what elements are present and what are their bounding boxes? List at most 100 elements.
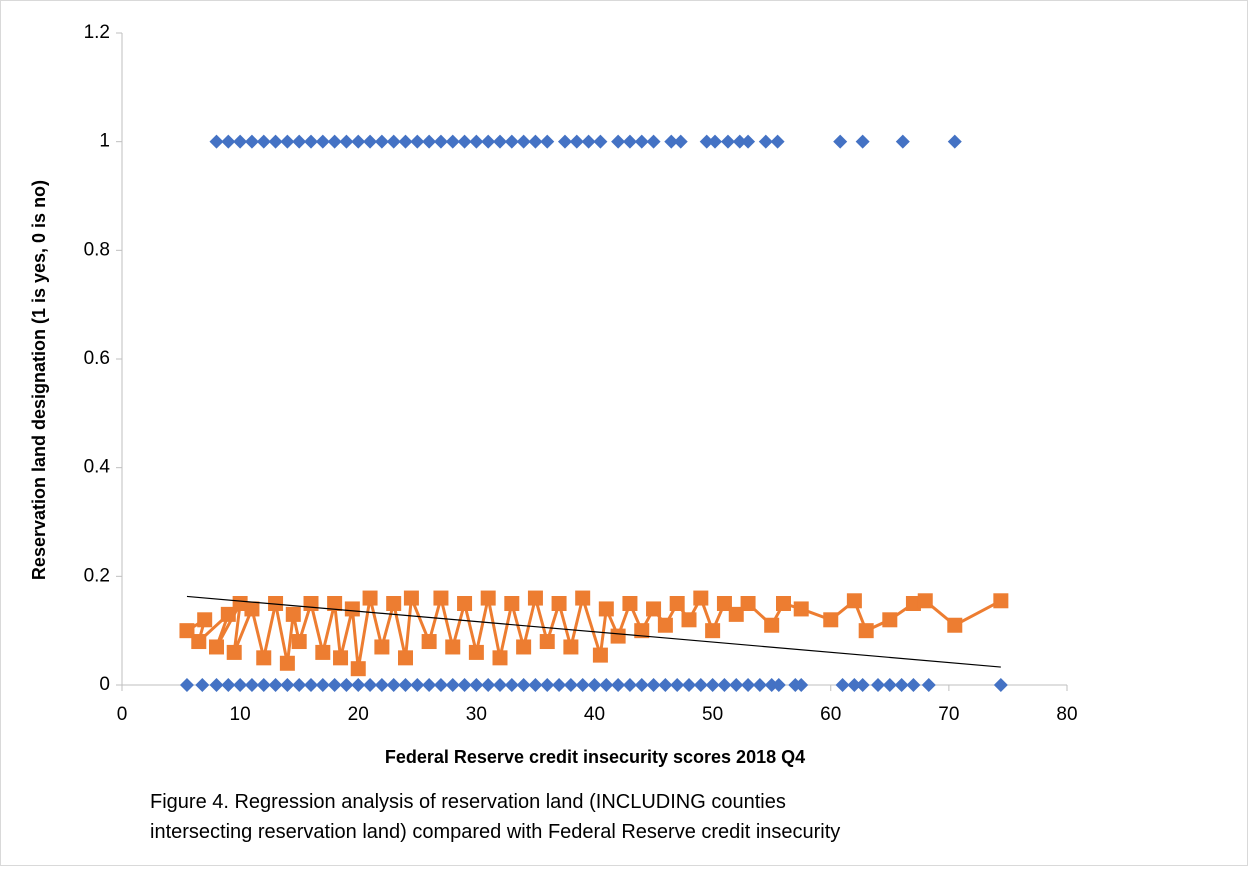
diamond-point <box>410 678 425 692</box>
diamond-point <box>268 134 283 149</box>
diamond-point <box>764 678 779 692</box>
diamond-point <box>993 678 1008 692</box>
square-point <box>858 623 874 639</box>
diamond-point <box>445 678 460 692</box>
diamond-point <box>720 134 735 149</box>
diamond-point <box>363 678 378 692</box>
diamond-point <box>209 678 224 692</box>
square-point <box>226 644 242 660</box>
square-point <box>374 639 390 655</box>
square-point <box>386 596 402 611</box>
diamond-point <box>327 678 342 692</box>
square-point <box>403 590 419 606</box>
diamond-point <box>646 134 661 149</box>
square-point <box>516 639 532 655</box>
square-point <box>268 596 284 611</box>
square-point <box>480 590 496 606</box>
diamond-point <box>758 134 773 149</box>
square-point <box>421 634 437 650</box>
x-tick-label: 20 <box>348 704 369 725</box>
diamond-point <box>581 134 596 149</box>
diamond-point <box>729 678 744 692</box>
square-point <box>716 596 732 611</box>
square-point <box>764 617 780 633</box>
caption-line: intersecting reservation land) compared … <box>150 821 840 843</box>
y-tick-label: 0.4 <box>84 457 111 478</box>
diamond-point <box>280 134 295 149</box>
diamond-point <box>469 134 484 149</box>
square-point <box>445 639 461 655</box>
square-point <box>191 634 207 650</box>
diamond-point <box>398 678 413 692</box>
diamond-point <box>540 134 555 149</box>
diamond-point <box>209 134 224 149</box>
diamond-point <box>906 678 921 692</box>
square-point <box>657 617 673 633</box>
square-point <box>398 650 413 666</box>
square-point <box>882 612 898 628</box>
diamond-point <box>752 678 767 692</box>
diamond-point <box>422 134 437 149</box>
y-tick-label: 0 <box>99 674 110 695</box>
diamond-point <box>304 678 318 692</box>
diamond-point <box>741 678 756 692</box>
x-tick-label: 70 <box>938 704 959 725</box>
diamond-point <box>705 678 720 692</box>
square-point <box>551 596 567 611</box>
diamond-point <box>256 678 271 692</box>
caption-line: Figure 4. Regression analysis of reserva… <box>150 791 786 813</box>
x-tick-label: 10 <box>230 704 251 725</box>
square-point <box>917 593 933 609</box>
square-point <box>279 655 295 671</box>
diamond-point <box>693 678 708 692</box>
diamond-point <box>622 134 637 149</box>
diamond-point <box>386 678 401 692</box>
diamond-point <box>611 134 626 149</box>
diamond-point <box>445 134 460 149</box>
diamond-point <box>292 678 307 692</box>
diamond-point <box>433 134 448 149</box>
square-point <box>740 596 756 611</box>
diamond-point <box>855 134 870 149</box>
square-point <box>993 593 1009 609</box>
square-point <box>350 661 366 677</box>
diamond-point <box>670 678 685 692</box>
square-point <box>622 596 638 611</box>
diamond-point <box>481 678 496 692</box>
diamond-point <box>770 134 785 149</box>
diamond-point <box>569 134 584 149</box>
diamond-point <box>221 678 236 692</box>
square-point <box>291 634 307 650</box>
diamond-point <box>895 134 910 149</box>
diamond-point <box>179 678 194 692</box>
diamond-point <box>707 134 722 149</box>
square-point <box>681 612 697 628</box>
diamond-point <box>221 134 236 149</box>
diamond-point <box>374 678 389 692</box>
square-point <box>539 634 555 650</box>
square-point <box>504 596 520 611</box>
square-point <box>823 612 839 628</box>
diamond-point <box>493 134 507 149</box>
diamond-point <box>410 134 425 149</box>
diamond-point <box>398 134 413 149</box>
square-point <box>492 650 508 666</box>
square-point <box>669 596 685 611</box>
diamond-point <box>374 134 389 149</box>
diamond-point <box>894 678 909 692</box>
x-axis-title: Federal Reserve credit insecurity scores… <box>385 747 805 767</box>
square-point <box>220 606 236 622</box>
diamond-point <box>315 678 330 692</box>
y-tick-label: 0.2 <box>84 565 110 586</box>
square-point <box>197 612 213 628</box>
square-point <box>846 593 862 609</box>
diamond-point <box>847 678 862 692</box>
series-line <box>186 595 1001 668</box>
diamond-point <box>256 134 271 149</box>
diamond-point <box>351 134 366 149</box>
diamond-point <box>557 134 572 149</box>
diamond-point <box>516 134 531 149</box>
diamond-point <box>871 678 885 692</box>
